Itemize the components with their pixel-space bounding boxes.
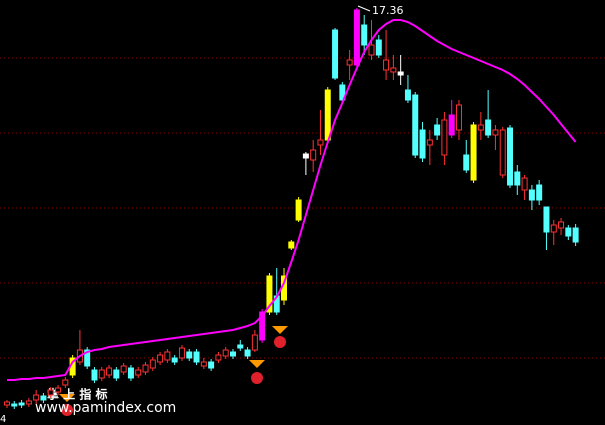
candle-body [288,241,295,249]
candle-body [470,124,477,181]
candle-body [25,400,32,405]
candle-body [229,351,236,357]
candle-body [558,221,565,229]
candle-body [295,199,302,221]
candle-body [550,224,557,233]
candle-body [186,351,193,359]
candle-body [208,361,215,369]
candle-body [171,357,178,363]
icon [61,404,73,416]
candle-body [157,354,164,363]
corner-label: 4 [0,414,6,425]
brand: 掌 上 指 标 [47,387,108,402]
candle-body [244,349,251,357]
candle-body [426,139,433,146]
candle-body [222,349,229,357]
decoration [59,326,288,416]
candle-body [317,139,324,146]
candle-body [324,89,331,141]
candle-body [404,89,411,101]
candle-body [434,124,441,136]
candle-body [127,367,134,379]
candle-body [11,403,18,407]
candle-body [142,364,149,373]
candle-body [120,365,127,373]
candle-body [412,94,419,156]
candle-body [310,149,317,161]
candle-body [302,153,309,159]
candle-body [339,84,346,101]
candle-body [514,171,521,186]
candle-body [477,124,484,131]
candle-body [193,351,200,363]
icon [272,326,288,334]
candle-body [259,311,266,341]
candle-body [536,184,543,201]
candle-body [572,227,579,243]
candle-body [353,9,360,66]
candle-body [55,387,62,393]
candle-body [528,189,535,201]
candle-body [91,369,98,381]
candle-body [237,344,244,349]
candle-body [4,401,10,406]
watermark: www.pamindex.com [35,400,176,416]
candle-body [332,29,339,79]
candle-body [33,394,40,401]
candle-body [98,369,105,379]
candle-body [368,44,375,56]
candle-body [419,129,426,159]
candle-body [383,59,390,71]
candle-body [492,129,499,136]
candle-body [521,177,528,191]
max-label: 17.36 [372,4,404,17]
candle-body [361,24,368,46]
candle-body [200,361,207,367]
candle-body [266,275,273,313]
candle-body [441,119,448,156]
candle-body [346,59,353,66]
candle-body [375,39,382,56]
candle-body [251,334,258,351]
candle-body [149,359,156,369]
candle-body [113,369,120,379]
candle-body [463,154,470,171]
candle-body [18,402,25,406]
candle-body [543,206,550,233]
candle-body [390,67,397,73]
candle-body [485,119,492,136]
candle-body [448,114,455,136]
candle-body [215,354,222,361]
moving-average [7,19,577,381]
candle-body [178,347,185,359]
icon [274,336,286,348]
icon [59,394,75,402]
candle-body [62,379,69,386]
max-pointer [357,5,371,12]
icon [249,360,265,368]
candle-body [84,349,91,367]
candle-body [397,71,404,76]
candle-body [565,227,572,237]
candle-body [455,104,462,131]
candle-body [507,127,514,186]
candle-body [135,369,142,376]
candle-body [499,129,506,176]
candle-body [47,389,54,396]
candle-body [106,367,113,376]
candle-body [164,351,171,361]
icon [251,372,263,384]
candle-body [40,395,47,401]
